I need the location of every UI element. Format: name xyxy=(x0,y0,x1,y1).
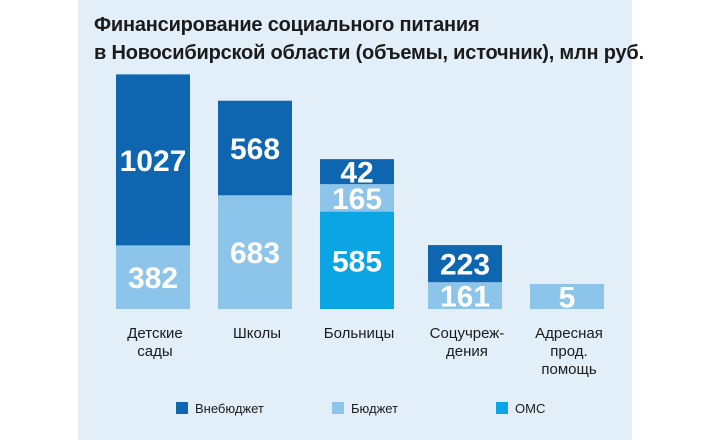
chart-title-line-2: в Новосибирской области (объемы, источни… xyxy=(94,42,644,64)
category-label-1-0: Школы xyxy=(233,325,281,342)
data-label-ОМС-2: 585 xyxy=(332,245,382,278)
legend-label-0: Внебюджет xyxy=(195,401,264,416)
data-label-Бюджет-0: 382 xyxy=(128,262,178,295)
category-label-3-0: Соцучреж- xyxy=(430,325,505,342)
data-label-Бюджет-3: 161 xyxy=(440,281,490,314)
bar-Бюджет-1 xyxy=(218,195,292,309)
category-label-4-0: Адресная xyxy=(535,325,603,342)
data-label-Внебюджет-1: 568 xyxy=(230,133,280,166)
legend-label-1: Бюджет xyxy=(351,401,398,416)
chart-title: Финансирование социального питания в Нов… xyxy=(94,11,644,67)
data-label-Внебюджет-0: 1027 xyxy=(120,145,187,178)
data-label-Внебюджет-2: 42 xyxy=(340,157,373,190)
legend-swatch-1 xyxy=(332,402,344,414)
bar-ОМС-2 xyxy=(320,211,394,309)
bar-Бюджет-2 xyxy=(320,184,394,212)
bar-Бюджет-0 xyxy=(116,245,190,309)
bar-Внебюджет-2 xyxy=(320,159,394,185)
category-label-2-0: Больницы xyxy=(324,325,394,342)
chart-title-line-1: Финансирование социального питания xyxy=(94,14,480,36)
data-label-Бюджет-4: 5 xyxy=(559,282,576,315)
legend-swatch-2 xyxy=(496,402,508,414)
category-label-4-1: прод. xyxy=(550,343,587,360)
bar-Бюджет-3 xyxy=(428,282,502,309)
data-label-Внебюджет-3: 223 xyxy=(440,249,490,282)
data-label-Бюджет-2: 165 xyxy=(332,183,382,216)
category-label-3-1: дения xyxy=(446,343,488,360)
legend-swatch-0 xyxy=(176,402,188,414)
legend-label-2: ОМС xyxy=(515,401,545,416)
bar-Внебюджет-1 xyxy=(218,100,292,196)
data-label-Бюджет-1: 683 xyxy=(230,237,280,270)
bar-Внебюджет-3 xyxy=(428,245,502,283)
bar-Бюджет-4 xyxy=(530,284,604,309)
category-label-0-0: Детские xyxy=(127,325,183,342)
category-label-0-1: сады xyxy=(137,343,172,360)
category-label-4-2: помощь xyxy=(541,361,596,378)
bar-Внебюджет-0 xyxy=(116,74,190,246)
